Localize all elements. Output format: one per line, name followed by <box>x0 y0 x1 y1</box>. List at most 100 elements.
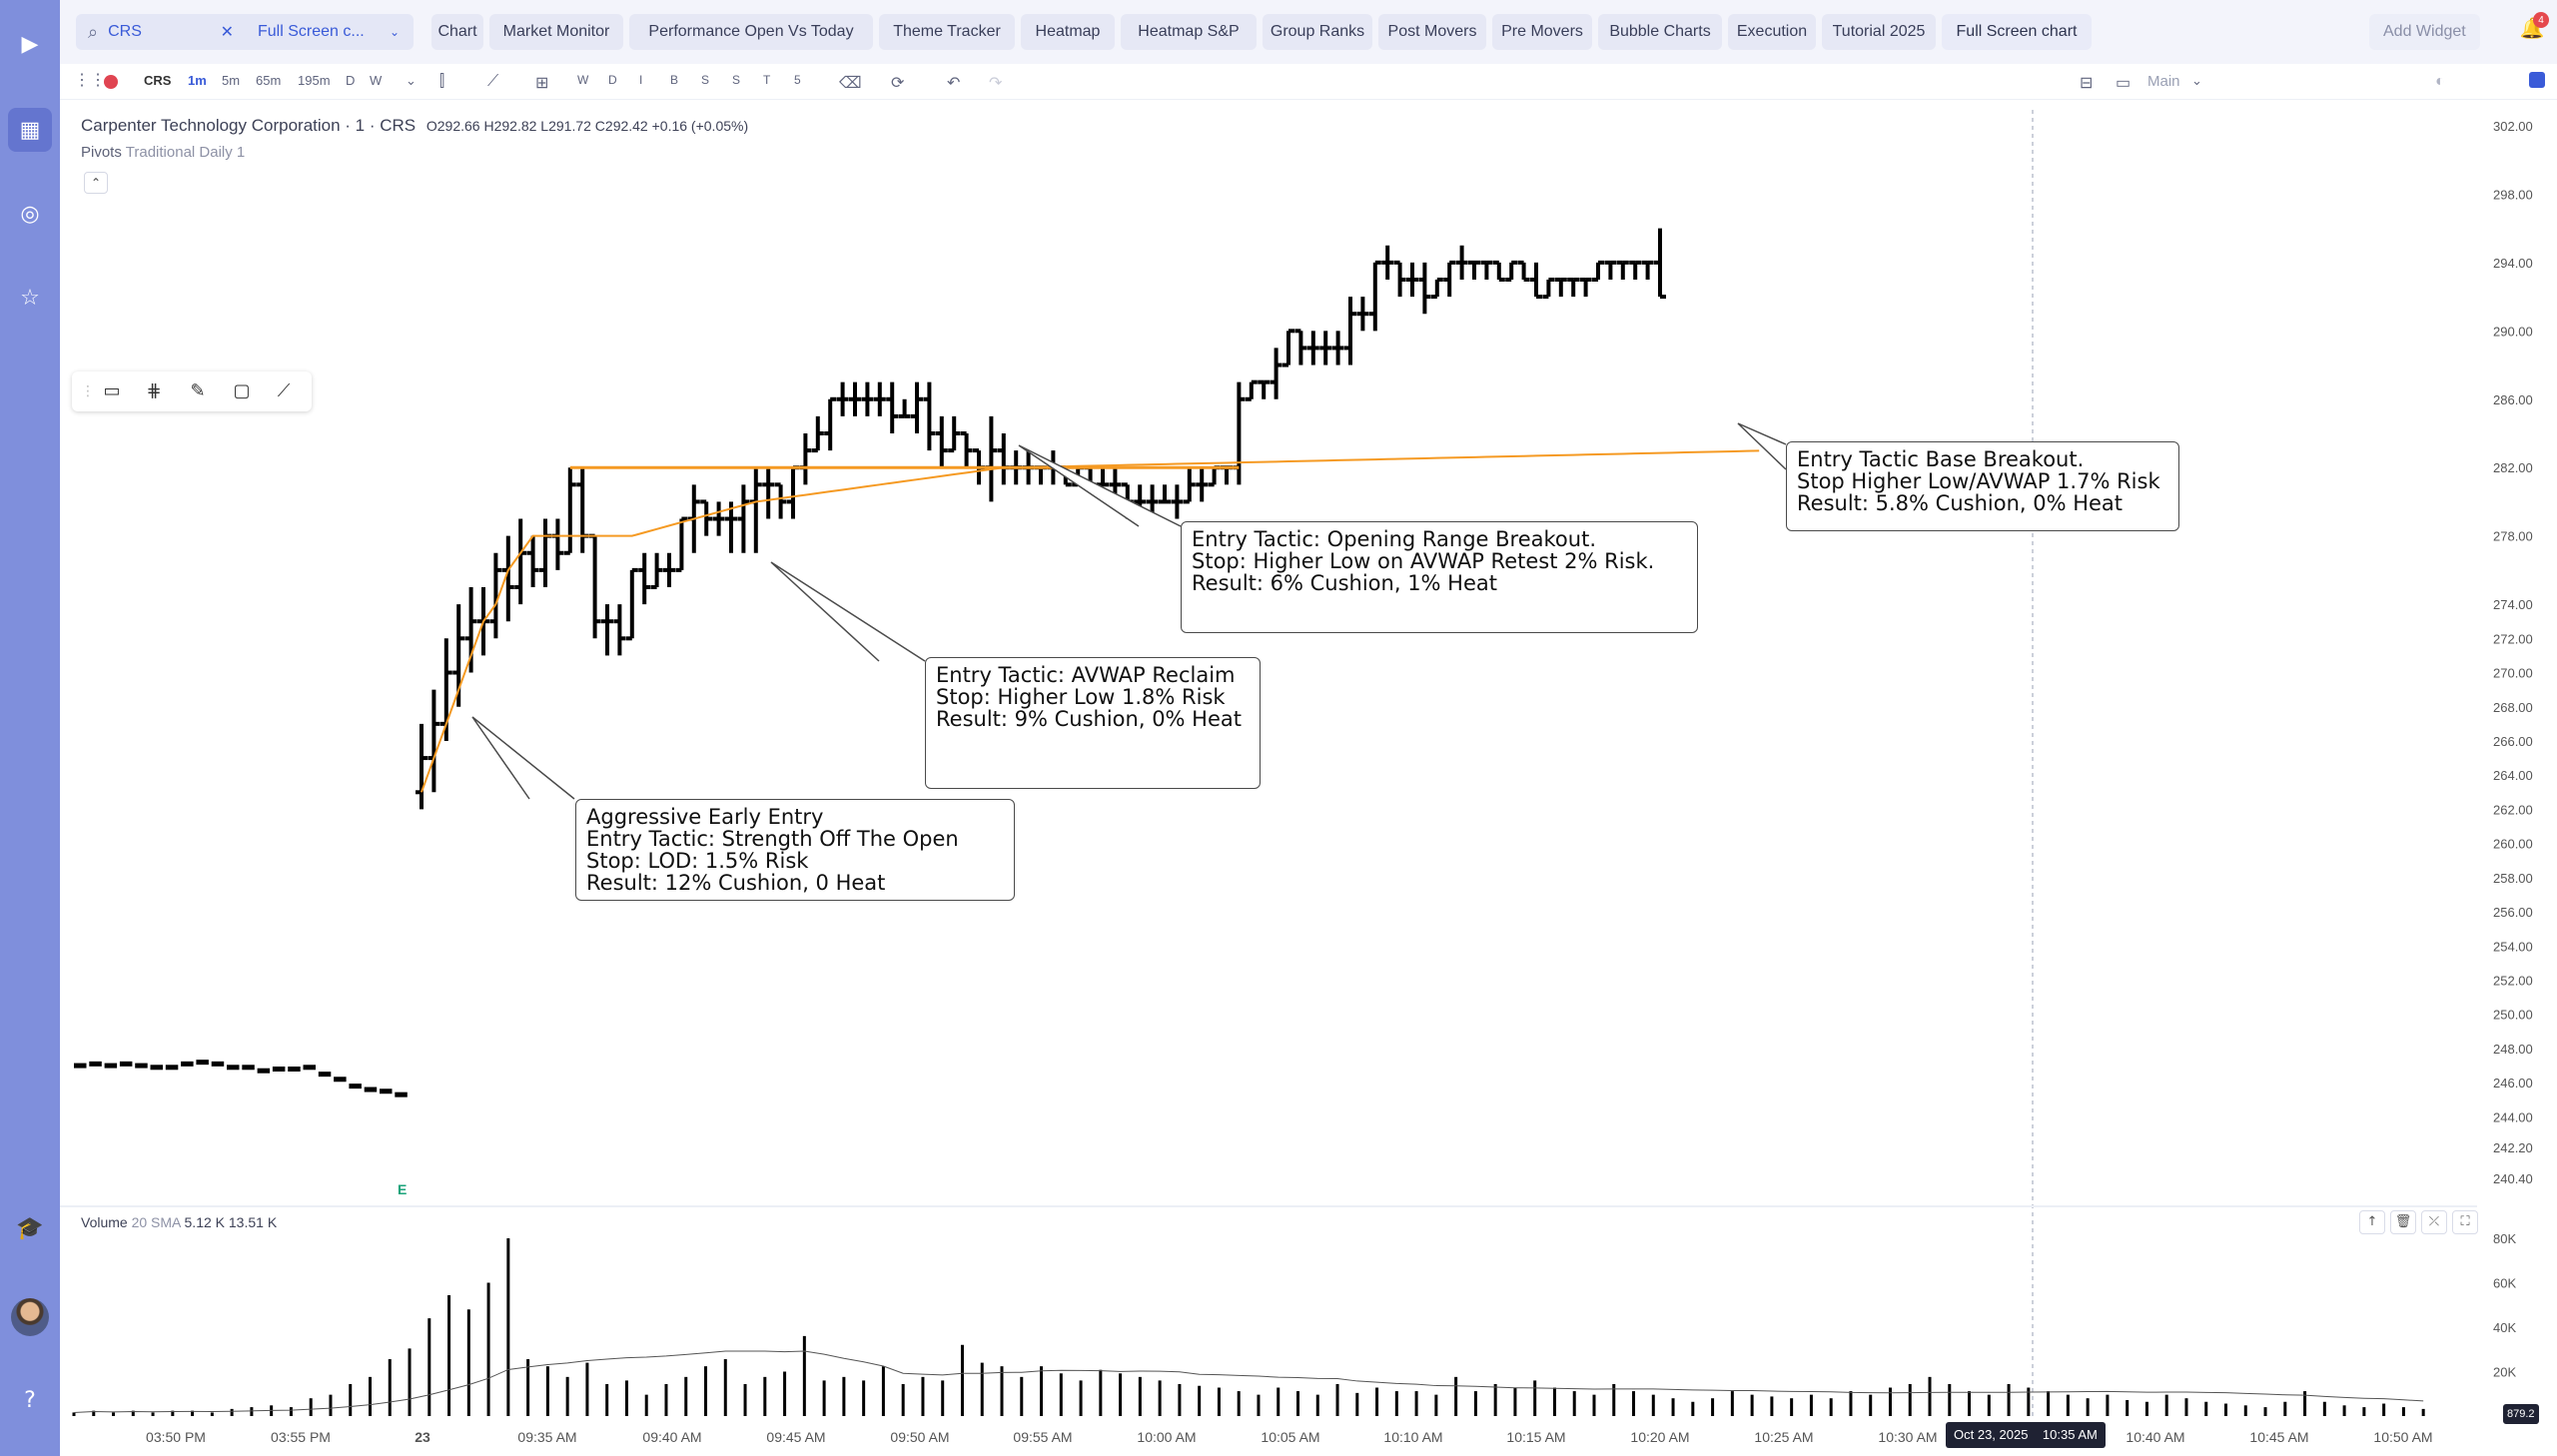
help-icon[interactable]: ? <box>24 1387 36 1413</box>
volume-sma-line <box>73 1350 2424 1413</box>
time-axis-label: 10:00 AM <box>1137 1429 1196 1445</box>
session-4[interactable]: S <box>701 73 710 87</box>
price-axis-label: 282.00 <box>2493 460 2533 475</box>
annotation-aggressive-entry[interactable]: Aggressive Early Entry Entry Tactic: Stre… <box>575 799 1015 901</box>
redo-icon[interactable]: ↷ <box>989 75 1003 92</box>
session-3[interactable]: B <box>670 73 679 87</box>
price-axis-label: 262.00 <box>2493 802 2533 817</box>
time-axis-label: 10:15 AM <box>1506 1429 1565 1445</box>
collapse-pane-icon[interactable]: ⤫ <box>2421 1210 2447 1234</box>
drag-handle-icon[interactable]: ⋮ <box>81 383 95 399</box>
collapse-legend-button[interactable]: ⌃ <box>84 172 108 194</box>
session-5[interactable]: S <box>732 73 741 87</box>
brush-tool-icon[interactable]: ✎ <box>190 380 206 401</box>
legend-title: Carpenter Technology Corporation · 1 · C… <box>81 116 417 135</box>
crosshair-time-label: Oct 23, 2025 10:35 AM <box>1946 1422 2106 1448</box>
tab-tutorial-2025[interactable]: Tutorial 2025 <box>1822 14 1936 50</box>
dashboard-icon[interactable]: ▦ <box>8 108 52 152</box>
indicator-icon[interactable]: ⫿ <box>439 73 445 90</box>
avatar[interactable] <box>11 1298 49 1336</box>
rectangle-tool-icon[interactable]: ▭ <box>103 380 121 401</box>
tab-bubble-charts[interactable]: Bubble Charts <box>1598 14 1722 50</box>
layout-name[interactable]: Main <box>2147 73 2180 90</box>
annotation-line: Aggressive Early Entry <box>586 805 824 829</box>
chevron-down-icon[interactable]: ⌄ <box>2191 73 2202 88</box>
timeframe-1m[interactable]: 1m <box>188 73 207 88</box>
add-widget-button[interactable]: Add Widget <box>2369 14 2480 50</box>
time-axis-label: 10:05 AM <box>1261 1429 1319 1445</box>
volume-axis-label: 20K <box>2493 1365 2516 1380</box>
volume-legend[interactable]: Volume 20 SMA 5.12 K 13.51 K <box>81 1214 277 1230</box>
layout-icon[interactable]: ⊟ <box>2080 75 2094 92</box>
session-0[interactable]: W <box>577 73 589 87</box>
session-6[interactable]: T <box>763 73 771 87</box>
time-axis-label: 10:40 AM <box>2126 1429 2184 1445</box>
annotation-base-breakout[interactable]: Entry Tactic Base Breakout. Stop Higher L… <box>1786 441 2179 531</box>
annotation-avwap-reclaim[interactable]: Entry Tactic: AVWAP Reclaim Stop: Higher … <box>925 657 1261 789</box>
price-axis-label: 294.00 <box>2493 256 2533 271</box>
eraser-icon[interactable]: ⌫ <box>839 75 862 92</box>
price-axis-label: 258.00 <box>2493 871 2533 886</box>
tab-theme-tracker[interactable]: Theme Tracker <box>879 14 1015 50</box>
tab-performance-open-vs-today[interactable]: Performance Open Vs Today <box>629 14 873 50</box>
timeframe-5m[interactable]: 5m <box>222 73 241 88</box>
timeframe-d[interactable]: D <box>346 73 356 88</box>
chart-pane[interactable]: 302.00 298.00 294.00 290.00 286.00 282.00 278.… <box>60 100 2557 1456</box>
annotation-line: Result: 12% Cushion, 0 Heat <box>586 871 886 895</box>
logo-play-icon[interactable]: ▶ <box>21 31 39 57</box>
notifications-bell-icon[interactable]: 🔔 4 <box>2517 12 2549 46</box>
callout-tool-icon[interactable]: ▢ <box>233 380 251 401</box>
price-axis-label: 286.00 <box>2493 392 2533 407</box>
tab-execution[interactable]: Execution <box>1728 14 1816 50</box>
compare-icon[interactable]: ⟋ <box>487 73 499 90</box>
tab-market-monitor[interactable]: Market Monitor <box>489 14 623 50</box>
session-2[interactable]: I <box>639 73 643 87</box>
toolbar-symbol[interactable]: CRS <box>144 73 172 88</box>
price-axis-label: 298.00 <box>2493 187 2533 202</box>
price-axis-label: 290.00 <box>2493 324 2533 339</box>
price-axis-label: 256.00 <box>2493 905 2533 920</box>
fib-tool-icon[interactable]: ⋕ <box>146 380 162 401</box>
tab-chart[interactable]: Chart <box>431 14 483 50</box>
templates-icon[interactable]: ⊞ <box>535 75 549 92</box>
annotation-opening-range-breakout[interactable]: Entry Tactic: Opening Range Breakout. Sto… <box>1181 521 1698 633</box>
tab-post-movers[interactable]: Post Movers <box>1378 14 1486 50</box>
radar-icon[interactable]: ◎ <box>20 201 40 227</box>
timeframe-195m[interactable]: 195m <box>298 73 331 88</box>
refresh-icon[interactable]: ⟳ <box>891 75 905 92</box>
color-square-icon[interactable] <box>2529 72 2545 88</box>
chevron-down-icon[interactable]: ⌄ <box>406 73 417 88</box>
tab-full-screen-chart[interactable]: Full Screen chart <box>1942 14 2092 50</box>
top-bar: ⌕ CRS ✕ Full Screen c... ⌄ Chart Market M… <box>60 0 2557 64</box>
tab-group-ranks[interactable]: Group Ranks <box>1263 14 1372 50</box>
annotation-line: Entry Tactic: Strength Off The Open <box>586 827 959 851</box>
maximize-pane-icon[interactable]: ⛶ <box>2452 1210 2478 1234</box>
graduation-cap-icon[interactable]: 🎓 <box>16 1215 44 1241</box>
folder-icon[interactable]: ▭ <box>2116 75 2131 92</box>
move-pane-up-icon[interactable]: ↑ <box>2359 1210 2385 1234</box>
trendline-tool-icon[interactable]: ⟋ <box>277 380 291 401</box>
drag-handle-icon[interactable]: ⋮⋮ <box>74 72 106 89</box>
tab-heatmap[interactable]: Heatmap <box>1021 14 1115 50</box>
clear-icon[interactable]: ✕ <box>220 24 234 41</box>
time-axis-label: 10:10 AM <box>1383 1429 1442 1445</box>
search-input[interactable]: ⌕ CRS ✕ <box>76 14 246 50</box>
theme-toggle-icon[interactable]: ◐ <box>2435 73 2445 90</box>
time-axis-label: 03:55 PM <box>271 1429 331 1445</box>
tab-heatmap-s-p[interactable]: Heatmap S&P <box>1121 14 1257 50</box>
session-7[interactable]: 5 <box>794 73 801 87</box>
price-chart[interactable]: 302.00 298.00 294.00 290.00 286.00 282.00 278.… <box>60 100 2557 1456</box>
delete-pane-icon[interactable]: 🗑 <box>2390 1210 2416 1234</box>
time-axis-label: 03:50 PM <box>146 1429 206 1445</box>
tab-pre-movers[interactable]: Pre Movers <box>1492 14 1592 50</box>
session-1[interactable]: D <box>608 73 617 87</box>
pivots-legend[interactable]: Pivots Traditional Daily 1 <box>81 144 245 161</box>
timeframe-65m[interactable]: 65m <box>256 73 282 88</box>
timeframe-w[interactable]: W <box>370 73 383 88</box>
annotation-pointer <box>1737 422 1787 470</box>
star-icon[interactable]: ☆ <box>20 285 40 311</box>
volume-axis-label: 40K <box>2493 1320 2516 1335</box>
time-axis-label: 10:30 AM <box>1878 1429 1937 1445</box>
undo-icon[interactable]: ↶ <box>947 75 961 92</box>
layout-select[interactable]: Full Screen c... ⌄ <box>236 14 414 50</box>
